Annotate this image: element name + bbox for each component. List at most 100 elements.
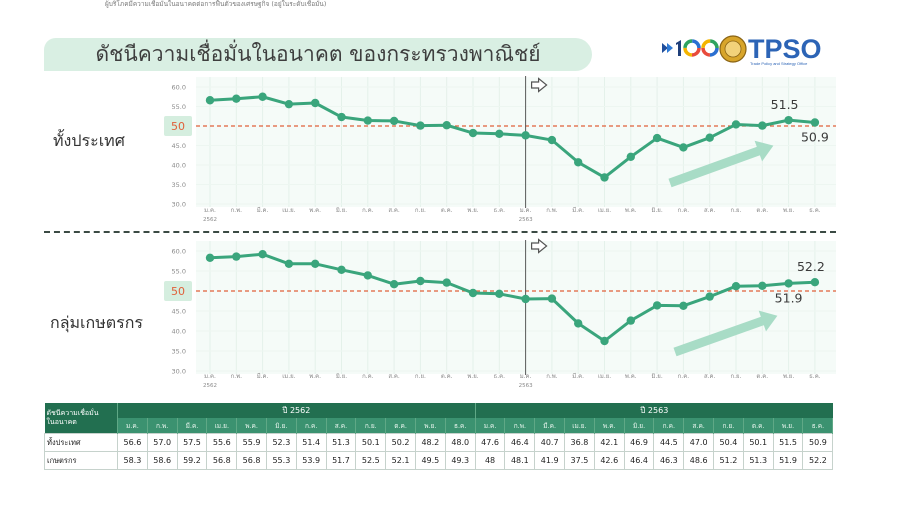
month-header: ก.ค. <box>296 418 327 434</box>
y-tick-label: 40.0 <box>172 162 186 170</box>
y-tick-label: 45.0 <box>172 142 186 150</box>
table-cell: 52.5 <box>355 451 387 470</box>
table-cell: 48 <box>474 451 506 470</box>
x-tick-label: เม.ย. <box>598 207 611 214</box>
data-point <box>311 98 320 108</box>
logo-ring-segment <box>683 39 701 57</box>
table-cell: 50.2 <box>385 433 416 452</box>
tpso-seal-inner <box>724 40 742 58</box>
month-header: พ.ค. <box>594 418 625 434</box>
x-tick-label: พ.ค. <box>309 373 321 380</box>
x-tick-label: ส.ค. <box>704 207 716 214</box>
x-tick-label: ธ.ค. <box>809 207 821 214</box>
data-point <box>731 120 741 129</box>
data-point <box>679 301 688 310</box>
month-header: พ.ค. <box>236 418 267 434</box>
x-tick-label: ก.ย. <box>731 207 742 214</box>
month-header: ก.ย. <box>713 418 744 434</box>
table-cell: 36.8 <box>564 433 595 452</box>
data-point <box>258 250 267 259</box>
table-body: ทั้งประเทศ 56.6 57.0 57.5 55.6 55.9 52.3 51.4 51… <box>44 433 834 470</box>
table-cell: 50.4 <box>713 433 744 452</box>
table-cell: 51.3 <box>325 433 357 452</box>
x-tick-label: ธ.ค. <box>494 373 506 380</box>
x-tick-label: ส.ค. <box>388 373 400 380</box>
right-arrow-icon <box>531 238 548 254</box>
x-tick-label: ก.พ. <box>231 373 242 380</box>
data-point <box>784 279 793 288</box>
x-year-label: 2562 <box>203 383 217 389</box>
table-cell: 51.3 <box>742 451 774 470</box>
year-header: ปี 2562 <box>117 403 476 418</box>
chart-separator <box>44 231 836 233</box>
tpso-logo: TPSO Trade Policy and Strategy Office <box>719 34 822 66</box>
x-tick-label: พ.ย. <box>467 207 478 214</box>
month-header: ก.ค. <box>653 418 685 434</box>
x-tick-label: ก.ย. <box>731 373 742 380</box>
data-point <box>363 271 372 280</box>
x-tick-label: ก.พ. <box>231 207 242 214</box>
plot-area <box>196 241 836 374</box>
logo-digit-one-shape <box>676 40 681 56</box>
year-header: ปี 2563 <box>474 403 833 418</box>
table-cell: 58.6 <box>146 451 178 470</box>
month-header: เม.ย. <box>206 418 238 434</box>
x-tick-label: พ.ย. <box>467 373 478 380</box>
data-point <box>626 316 635 325</box>
data-point <box>679 143 688 152</box>
x-tick-label: ก.ค. <box>678 207 690 214</box>
data-point <box>442 278 451 287</box>
month-header: ธ.ค. <box>445 418 476 434</box>
x-tick-label: ก.ค. <box>678 373 690 380</box>
y-tick-label: 45.0 <box>172 308 186 316</box>
chart-label-nationwide: ทั้งประเทศ <box>53 131 125 150</box>
x-tick-label: ก.ค. <box>362 207 374 214</box>
table-cell: 56.8 <box>236 451 267 470</box>
table-cell: 37.5 <box>564 451 595 470</box>
corner-header-line: ดัชนีความเชื่อมั่น <box>46 409 99 417</box>
x-tick-label: พ.ค. <box>625 207 637 214</box>
line-chart-farmers: 60.0 55.0 50 45.0 40.0 35.0 30.0 ม.ค. ก.พ. มี.ค. เ… <box>164 238 836 389</box>
y-tick-label: 40.0 <box>172 328 186 336</box>
table-cell: 48.6 <box>683 451 715 470</box>
table-cell: 48.1 <box>504 451 536 470</box>
table-cell: 51.7 <box>325 451 357 470</box>
data-point <box>495 289 504 298</box>
x-tick-label: ธ.ค. <box>494 207 506 214</box>
x-tick-label: เม.ย. <box>282 373 295 380</box>
data-point <box>758 281 767 290</box>
x-tick-label: เม.ย. <box>282 207 295 214</box>
trend-arrow-head-icon <box>754 140 774 162</box>
x-tick-label: พ.ค. <box>309 207 321 214</box>
y-tick-label: 30.0 <box>172 201 186 209</box>
x-tick-label: ก.ค. <box>362 373 374 380</box>
table-cell: 56.6 <box>117 433 148 452</box>
x-tick-label: ม.ค. <box>520 207 532 214</box>
x-tick-label: มิ.ย. <box>336 207 347 214</box>
table-cell: 50.9 <box>802 433 834 452</box>
data-point <box>652 301 662 310</box>
month-header: มี.ค. <box>177 418 208 434</box>
data-point <box>547 294 557 303</box>
x-tick-label: พ.ย. <box>783 373 794 380</box>
data-point <box>232 94 241 103</box>
x-tick-label: มิ.ย. <box>336 373 347 380</box>
data-point <box>284 259 294 268</box>
data-point <box>337 112 346 122</box>
month-header: ส.ค. <box>683 418 715 434</box>
data-point <box>389 280 399 289</box>
page-title: ดัชนีความเชื่อมั่นในอนาคต ของกระทรวงพาณิ… <box>95 42 541 66</box>
table-cell: 42.6 <box>593 451 625 470</box>
data-point <box>232 252 241 261</box>
data-point <box>784 115 793 125</box>
row-label: ทั้งประเทศ <box>44 433 118 452</box>
trend-arrow-icon <box>668 146 762 188</box>
x-tick-label: ก.ย. <box>415 373 426 380</box>
data-point <box>311 259 320 268</box>
month-header: ก.ย. <box>355 418 387 434</box>
table-cell: 52.2 <box>802 451 834 470</box>
y-tick-label: 55.0 <box>172 268 186 276</box>
table-cell: 41.9 <box>534 451 566 470</box>
table-cell: 56.8 <box>206 451 238 470</box>
y-tick-label-reference: 50 <box>171 120 185 133</box>
